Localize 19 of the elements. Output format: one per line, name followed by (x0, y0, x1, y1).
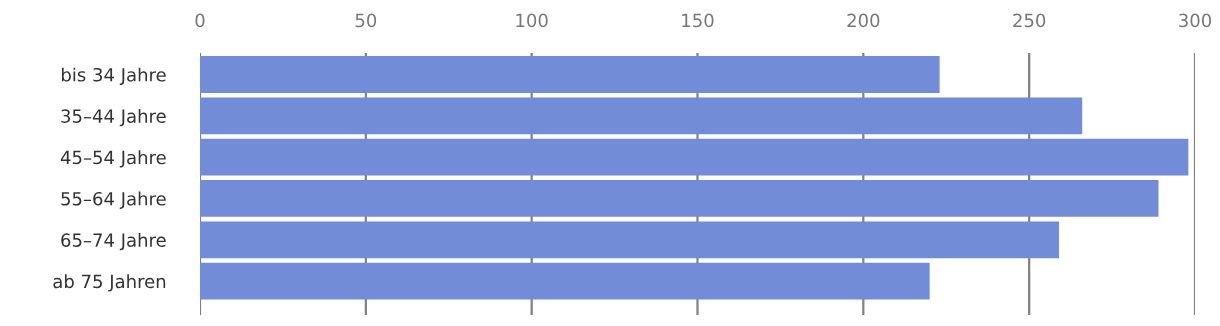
y-tick-label: 35–44 Jahre (61, 108, 166, 127)
y-tick-label: bis 34 Jahre (62, 67, 166, 85)
x-tick-label: 50 (355, 13, 377, 28)
bar (200, 221, 1060, 259)
x-tick-label: 0 (195, 13, 205, 28)
y-tick-label: 45–54 Jahre (60, 150, 166, 168)
bar (200, 56, 940, 93)
x-tick-label: 100 (516, 13, 548, 28)
bar (200, 97, 1083, 135)
x-tick-label: 200 (847, 13, 880, 28)
y-tick-label: ab 75 Jahren (53, 274, 166, 292)
y-tick-label: 65–74 Jahre (61, 232, 166, 251)
x-tick-label: 250 (1013, 13, 1046, 28)
y-tick-label: 55–64 Jahre (61, 191, 166, 209)
bar (200, 262, 930, 300)
bar (200, 138, 1189, 176)
x-tick-label: 150 (682, 13, 714, 28)
bar (200, 180, 1159, 217)
x-tick-label: 300 (1179, 13, 1212, 28)
